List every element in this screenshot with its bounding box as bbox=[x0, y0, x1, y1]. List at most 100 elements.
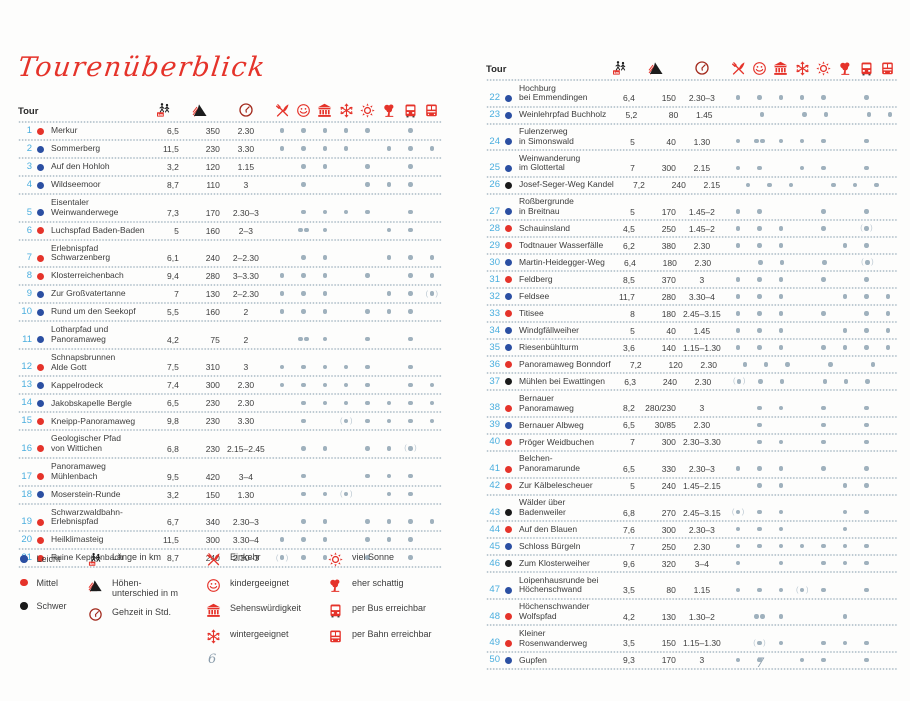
mark-dot bbox=[408, 146, 413, 151]
mark-dot bbox=[778, 277, 784, 282]
mark-dot bbox=[429, 291, 434, 296]
mark-viel-sonne bbox=[813, 559, 833, 569]
mark-dot bbox=[871, 362, 876, 367]
mark-dot bbox=[757, 587, 762, 592]
mark-dot bbox=[757, 243, 762, 248]
mark-kindergeeignet bbox=[749, 207, 769, 217]
mark-einkehr bbox=[728, 639, 748, 649]
mark-sehenswuerdigkeit bbox=[771, 542, 791, 552]
difficulty-dot bbox=[505, 404, 512, 412]
tour-number: 22 bbox=[489, 92, 500, 104]
difficulty-dot bbox=[37, 290, 44, 298]
mark-bahn bbox=[422, 518, 442, 528]
mark-sehenswuerdigkeit bbox=[771, 207, 791, 217]
tour-row: 17 Panoramaweg Mühlenbach 9,5 420 3–4 bbox=[18, 460, 442, 484]
table-header: Tour km bbox=[486, 60, 898, 76]
tour-name-line: Wolfspfad bbox=[519, 611, 557, 622]
mark-dot bbox=[778, 138, 784, 144]
difficulty-cell bbox=[502, 509, 515, 518]
mark-einkehr bbox=[728, 465, 748, 475]
mark-dot bbox=[800, 165, 805, 170]
dotted-separator bbox=[18, 393, 442, 396]
difficulty-cell bbox=[502, 208, 515, 217]
mark-viel-sonne bbox=[813, 224, 833, 234]
tour-number: 13 bbox=[21, 379, 32, 391]
mark-dot bbox=[322, 364, 328, 370]
difficulty-dot bbox=[20, 555, 28, 563]
legend-label: Schwer bbox=[36, 601, 67, 611]
tour-number: 2 bbox=[26, 143, 32, 154]
elevation-value: 170 bbox=[661, 206, 676, 217]
difficulty-cell bbox=[502, 344, 515, 353]
tour-number: 46 bbox=[489, 557, 500, 569]
mark-dot bbox=[344, 400, 349, 406]
tour-name-line: Badenweiler bbox=[519, 506, 566, 517]
mark-dot bbox=[757, 483, 762, 488]
mark-wintergeeignet bbox=[792, 326, 812, 336]
dotted-separator bbox=[18, 484, 442, 487]
tour-number: 42 bbox=[489, 480, 500, 492]
mark-bahn bbox=[878, 438, 898, 448]
mark-dot bbox=[767, 182, 772, 187]
mark-bahn bbox=[878, 343, 898, 353]
mark-viel-sonne bbox=[357, 272, 377, 282]
elevation-value: 120 bbox=[205, 162, 220, 172]
elevation-value: 270 bbox=[661, 507, 676, 518]
mark-bus: () bbox=[857, 258, 877, 268]
tour-number: 6 bbox=[26, 224, 32, 236]
mark-viel-sonne bbox=[813, 207, 833, 217]
tour-number: 49 bbox=[489, 637, 500, 649]
paren-close: ) bbox=[871, 257, 874, 267]
tour-name-line: Kneipp-Panoramaweg bbox=[51, 415, 136, 426]
dotted-separator bbox=[486, 650, 898, 653]
elevation-value: 30/85 bbox=[654, 420, 676, 431]
tour-number: 43 bbox=[489, 506, 500, 518]
tour-name: Kneipp-Panoramaweg bbox=[48, 415, 148, 427]
mark-kindergeeignet bbox=[749, 559, 769, 569]
mark-bus bbox=[400, 308, 420, 318]
tour-name-line: Alde Gott bbox=[51, 361, 87, 372]
mark-eher-schattig bbox=[379, 399, 399, 409]
tour-row: 47 Loipenhausrunde bei Höchenschwand 3,5 80 1… bbox=[486, 574, 898, 597]
mark-bahn bbox=[878, 404, 898, 414]
tour-name-line: Wälder über bbox=[519, 497, 566, 508]
mark-wintergeeignet bbox=[336, 381, 356, 391]
mark-dot bbox=[301, 309, 306, 314]
difficulty-dot bbox=[505, 259, 512, 267]
tour-name: Ruine Keppenbach bbox=[48, 553, 148, 563]
dotted-separator bbox=[486, 554, 898, 557]
paren-close: ) bbox=[349, 415, 353, 425]
mark-dot bbox=[864, 560, 869, 566]
duration-value: 2 bbox=[243, 307, 249, 318]
tour-name-line: Rund um den Seekopf bbox=[51, 306, 136, 317]
mark-viel-sonne bbox=[357, 472, 377, 482]
mark-sehenswuerdigkeit bbox=[315, 444, 335, 454]
mark-kindergeeignet bbox=[293, 363, 313, 373]
tour-row: 36 Panoramaweg Bonndorf 7,2 120 2.30 bbox=[486, 358, 898, 371]
mark-dot bbox=[821, 165, 826, 170]
mark-wintergeeignet bbox=[336, 226, 356, 236]
svg-text:km: km bbox=[158, 113, 163, 117]
mark-dot bbox=[864, 311, 869, 316]
difficulty-dot bbox=[505, 613, 512, 621]
mark-bahn bbox=[878, 275, 898, 285]
difficulty-dot bbox=[505, 586, 512, 594]
mark-dot bbox=[735, 209, 741, 214]
difficulty-cell bbox=[34, 163, 47, 173]
mark-dot bbox=[344, 364, 349, 370]
tour-name: Schauinsland bbox=[516, 223, 604, 234]
mark-dot bbox=[344, 491, 349, 497]
mark-bahn bbox=[878, 612, 898, 622]
mark-dot bbox=[754, 614, 759, 619]
mark-bus bbox=[856, 292, 876, 302]
mark-bahn bbox=[422, 399, 442, 409]
tour-row: 4 Wildseemoor 8,7 110 3 bbox=[18, 178, 442, 192]
elevation-value: 80 bbox=[668, 110, 679, 121]
dotted-separator bbox=[18, 347, 442, 350]
mark-dot bbox=[842, 294, 848, 299]
mark-bahn bbox=[422, 208, 442, 218]
mark-wintergeeignet bbox=[336, 163, 356, 173]
difficulty-cell bbox=[502, 181, 515, 191]
mark-kindergeeignet bbox=[749, 438, 769, 448]
